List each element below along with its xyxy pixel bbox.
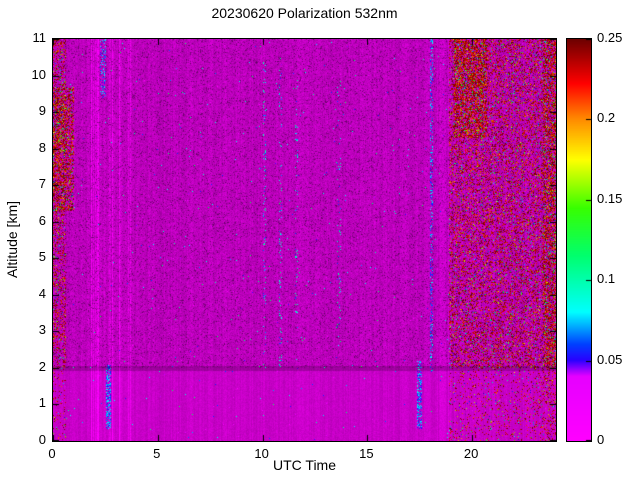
colorbar-tick-label-0.2: 0.2 xyxy=(597,110,616,126)
colorbar-tick-label-0.1: 0.1 xyxy=(597,271,616,287)
y-tick-label-7: 7 xyxy=(38,176,46,192)
chart-title: 20230620 Polarization 532nm xyxy=(211,5,398,21)
heatmap-canvas xyxy=(52,38,557,442)
x-tick-label-10: 10 xyxy=(254,446,269,461)
colorbar-tick-label-0.25: 0.25 xyxy=(597,30,623,45)
y-axis-label: Altitude [km] xyxy=(2,38,22,442)
y-tick-label-4: 4 xyxy=(38,285,46,301)
y-tick-label-9: 9 xyxy=(38,103,46,119)
y-tick-label-6: 6 xyxy=(38,212,46,228)
x-tick-label-0: 0 xyxy=(48,446,56,461)
colorbar xyxy=(566,38,592,442)
y-tick-label-1: 1 xyxy=(38,395,46,411)
y-tick-label-2: 2 xyxy=(38,358,46,374)
x-tick-label-15: 15 xyxy=(359,446,374,461)
y-tick-label-3: 3 xyxy=(38,322,46,338)
colorbar-tick-label-0: 0 xyxy=(597,432,605,447)
y-tick-label-8: 8 xyxy=(38,139,46,155)
x-axis-label: UTC Time xyxy=(273,457,336,473)
y-tick-label-10: 10 xyxy=(31,66,46,82)
x-tick-label-20: 20 xyxy=(463,446,479,461)
y-tick-label-0: 0 xyxy=(38,432,46,447)
colorbar-tick-label-0.05: 0.05 xyxy=(597,351,623,367)
x-tick-label-5: 5 xyxy=(153,446,161,461)
y-tick-label-5: 5 xyxy=(38,249,46,265)
colorbar-tick-label-0.15: 0.15 xyxy=(597,190,623,206)
y-tick-label-11: 11 xyxy=(32,30,47,45)
